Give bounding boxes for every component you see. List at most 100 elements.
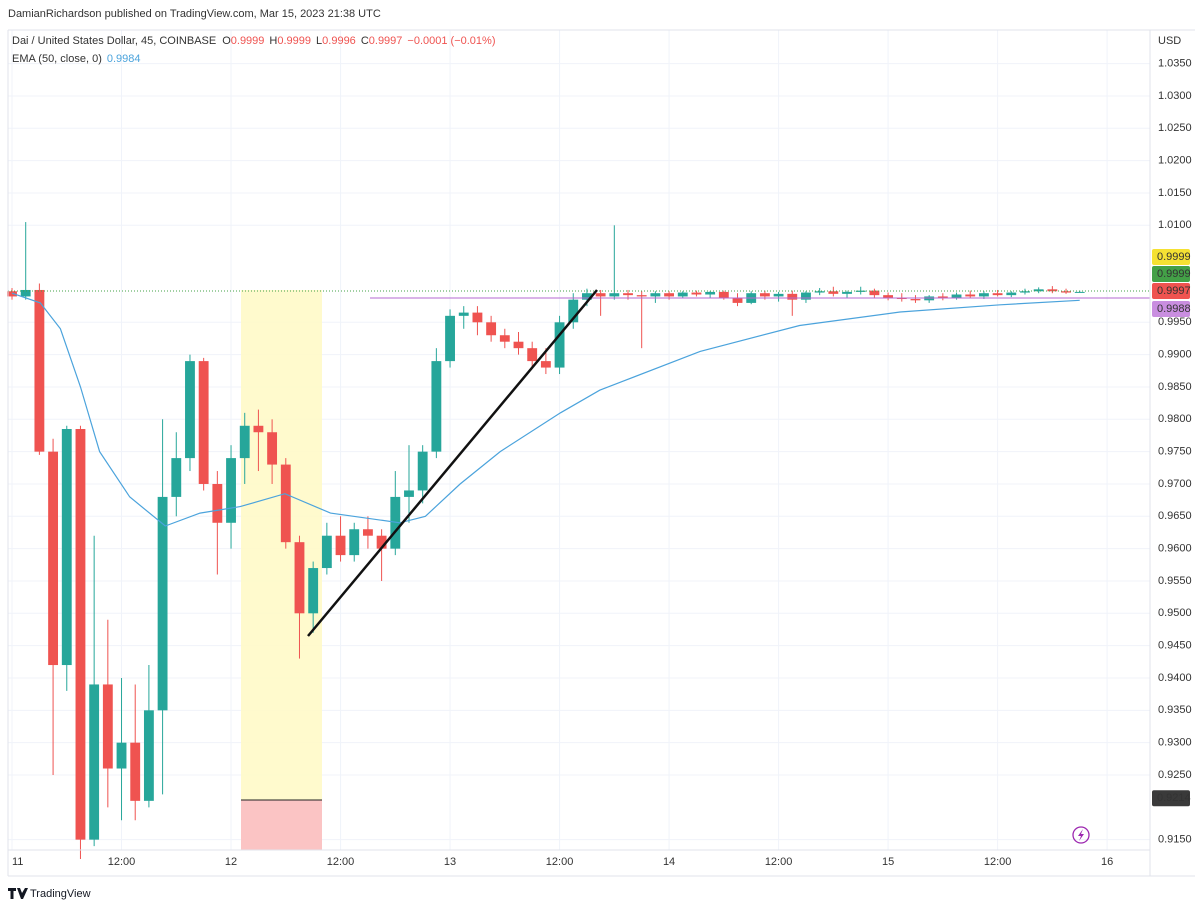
- price-tag-label: 0.9999: [1157, 268, 1191, 280]
- candle-body: [1033, 289, 1044, 292]
- price-tag-label: 0.9214: [1157, 792, 1191, 804]
- x-tick-label: 14: [663, 856, 675, 868]
- highlight-zone: [241, 290, 322, 800]
- x-tick-label: 13: [444, 856, 456, 868]
- candle-body: [636, 295, 647, 297]
- candle-body: [1006, 292, 1017, 296]
- candle-body: [417, 451, 428, 491]
- candle-body: [869, 290, 880, 296]
- candle-body: [390, 496, 401, 549]
- y-tick-label: 1.0350: [1158, 58, 1192, 70]
- y-tick-label: 0.9150: [1158, 834, 1192, 846]
- candle-body: [801, 292, 811, 300]
- legend-key: O: [222, 35, 231, 47]
- candle-body: [705, 291, 716, 295]
- price-tag-label: 0.9997: [1157, 285, 1191, 297]
- ema-line: [11, 292, 1080, 527]
- symbol: Dai / United States Dollar, 45, COINBASE: [12, 35, 216, 47]
- y-tick-label: 0.9600: [1158, 543, 1192, 555]
- plot: [7, 222, 1085, 860]
- candle-body: [75, 429, 86, 840]
- legend-change: −0.0001 (−0.01%): [407, 35, 495, 47]
- candle-body: [691, 292, 702, 295]
- candle-body: [568, 299, 579, 323]
- candle-body: [883, 295, 894, 298]
- x-tick-label: 15: [882, 856, 894, 868]
- candle-body: [89, 684, 100, 840]
- candle-body: [116, 742, 127, 769]
- y-tick-label: 0.9900: [1158, 349, 1192, 361]
- candle-body: [609, 293, 620, 297]
- x-tick-label: 12:00: [327, 856, 355, 868]
- candle-body: [239, 425, 250, 459]
- candle-body: [732, 297, 743, 303]
- candle-body: [472, 312, 483, 323]
- x-tick-label: 11: [12, 856, 23, 868]
- candle-body: [226, 458, 236, 523]
- candle-body: [349, 529, 360, 556]
- candle-body: [937, 296, 948, 299]
- candle-body: [978, 293, 989, 297]
- legend-value: 0.9999: [277, 35, 311, 47]
- brand-logo: [8, 888, 28, 899]
- candle-body: [513, 341, 524, 349]
- candle-body: [582, 293, 592, 300]
- candle-body: [404, 490, 414, 497]
- candle-body: [20, 289, 31, 297]
- candle-body: [267, 432, 278, 465]
- candle-body: [7, 291, 17, 297]
- candle-body: [828, 291, 839, 294]
- price-tag: [1152, 790, 1190, 807]
- price-tag: [1152, 301, 1190, 317]
- price-tag-label: 0.9988: [1157, 303, 1191, 315]
- candle-body: [951, 294, 962, 299]
- legend-value: 0.9999: [231, 35, 265, 47]
- lightning-icon: [1072, 826, 1090, 844]
- price-tag: [1152, 266, 1190, 282]
- legend-key: C: [361, 35, 369, 47]
- candle-body: [1061, 291, 1071, 293]
- x-tick-label: 12: [225, 856, 237, 868]
- y-tick-label: 1.0300: [1158, 90, 1192, 102]
- candle-body: [499, 335, 510, 342]
- price-tag: [1152, 283, 1190, 299]
- y-tick-label: 0.9700: [1158, 478, 1192, 490]
- candle-body: [34, 289, 45, 452]
- publisher: DamianRichardson published on TradingVie…: [8, 8, 381, 20]
- candle-body: [677, 292, 688, 297]
- candle-body: [787, 293, 798, 300]
- grid: [8, 30, 1150, 850]
- legend-key: L: [316, 35, 322, 47]
- candle-body: [143, 710, 154, 801]
- candle-body: [554, 322, 565, 368]
- candle-body: [965, 294, 976, 297]
- candle-body: [157, 496, 168, 711]
- candle-body: [253, 425, 264, 433]
- y-tick-label: 0.9650: [1158, 510, 1192, 522]
- y-tick-label: 0.9250: [1158, 769, 1192, 781]
- price-tag: [1152, 249, 1190, 265]
- x-tick-label: 12:00: [108, 856, 136, 868]
- legend-value: 0.9996: [322, 35, 356, 47]
- candle-body: [321, 535, 332, 569]
- trend-line: [307, 289, 598, 637]
- candle-body: [294, 542, 305, 614]
- y-tick-label: 1.0100: [1158, 219, 1192, 231]
- candle-body: [527, 348, 538, 362]
- candle-body: [212, 483, 223, 523]
- y-tick-label: 0.9350: [1158, 704, 1192, 716]
- y-tick-label: 1.0200: [1158, 155, 1192, 167]
- candle-body: [623, 293, 633, 296]
- x-tick-label: 12:00: [546, 856, 574, 868]
- candle-body: [308, 568, 319, 614]
- candle-body: [540, 361, 551, 368]
- candle-body: [376, 535, 387, 549]
- y-tick-label: 0.9950: [1158, 316, 1192, 328]
- y-tick-label: 0.9800: [1158, 413, 1192, 425]
- candle-body: [814, 291, 825, 293]
- indicator: EMA (50, close, 0): [12, 53, 102, 65]
- candle-body: [664, 293, 674, 297]
- candle-body: [1020, 291, 1030, 293]
- y-tick-label: 0.9500: [1158, 607, 1192, 619]
